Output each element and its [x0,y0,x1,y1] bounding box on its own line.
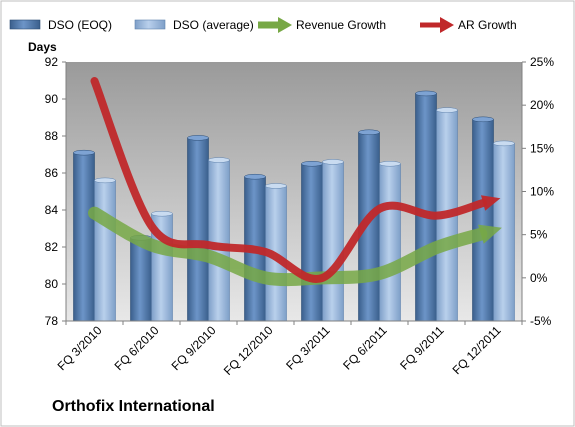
bar-dso-average [208,159,230,322]
bar-dso-eoq [472,119,494,322]
bar-top [187,135,209,141]
y-tick-label: 86 [45,166,59,180]
bar-top [94,177,116,184]
chart-title: Orthofix International [52,398,215,415]
x-tick-label: FQ 6/2010 [112,323,162,373]
bar-top [265,183,287,189]
revenue-growth-line [88,206,488,287]
y-axis-label: Days [28,40,57,54]
bar-dso-eoq [187,137,209,322]
legend-label-revenue-growth: Revenue Growth [296,18,386,32]
y-tick-label: 84 [45,203,59,217]
bar-top [322,159,344,165]
lines-layer [88,76,502,287]
ar-growth-arrowhead [480,195,501,211]
x-tick-label: FQ 12/2010 [221,323,276,378]
x-tick-label: FQ 6/2011 [340,323,390,373]
legend: DSO (EOQ) DSO (average) Revenue Growth AR G… [9,17,517,33]
x-tick-label: FQ 9/2011 [397,323,447,373]
y-tick-label: 80 [45,277,59,291]
x-tick-label: FQ 3/2010 [55,323,105,373]
y2-tick-label: 25% [530,55,554,69]
bar-top [244,173,266,180]
bar-top [472,116,494,123]
ar-growth-line [90,76,488,283]
x-tick-label: FQ 12/2011 [450,323,504,377]
bar-top [208,157,230,163]
bar-dso-eoq [73,152,95,322]
legend-label-dso-eoq: DSO (EOQ) [48,18,112,32]
legend-label-ar-growth: AR Growth [458,18,517,32]
y2-tick-label: 20% [530,98,554,112]
bar-top [73,149,95,156]
x-tick-label: FQ 3/2011 [283,323,333,373]
x-tick-label: FQ 9/2010 [169,323,219,373]
bar-dso-eoq [415,93,437,322]
y2-tick-label: 15% [530,141,554,155]
revenue-growth-arrowhead [477,224,502,244]
bar-top [415,90,437,97]
bar-top [301,161,323,167]
bar-top [436,107,458,113]
bar-top [358,129,380,136]
y2-tick-label: 0% [530,271,548,285]
legend-arrow-ar-growth [440,17,454,33]
bar-dso-average [322,161,344,322]
bar-top [493,140,515,147]
y-tick-label: 88 [45,129,59,143]
bar-top [379,161,401,167]
bars-layer [73,90,515,322]
bar-dso-average [94,180,116,322]
y-tick-label: 82 [45,240,59,254]
y-tick-label: 90 [45,92,59,106]
legend-swatch-dso-eoq [9,19,41,30]
bar-top [151,210,173,217]
y-tick-label: 78 [45,314,59,328]
bar-dso-eoq [301,163,323,322]
legend-arrow-revenue-growth [278,17,292,33]
y2-tick-label: -5% [530,314,552,328]
y2-tick-label: 5% [530,228,548,242]
y2-tick-label: 10% [530,185,554,199]
bar-dso-average [379,163,401,322]
legend-swatch-dso-average [134,19,166,30]
legend-label-dso-average: DSO (average) [173,18,254,32]
y-tick-label: 92 [45,55,59,69]
